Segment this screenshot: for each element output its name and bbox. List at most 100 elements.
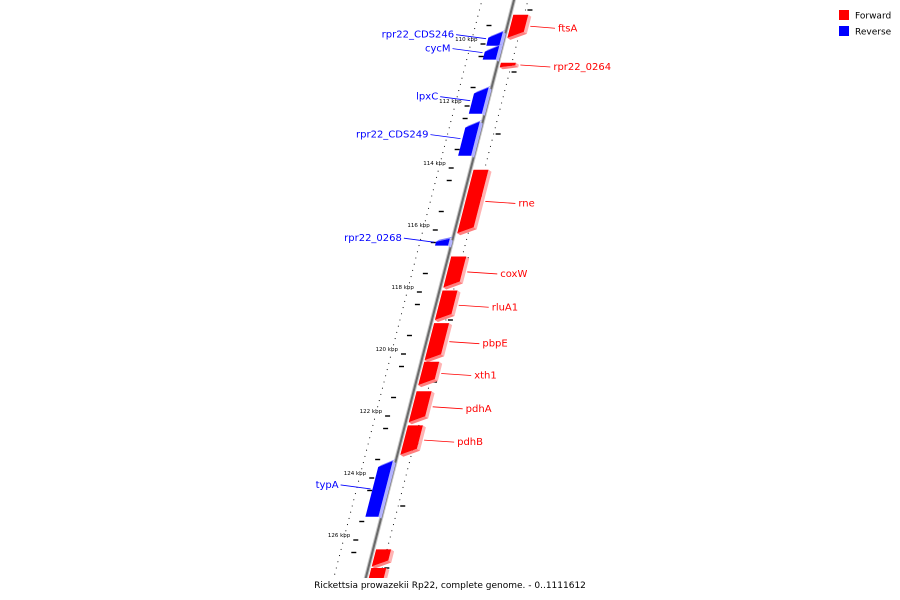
scale-dot bbox=[415, 257, 417, 259]
scale-dot-tracks bbox=[328, 3, 528, 599]
gene-label: xth1 bbox=[474, 370, 497, 381]
scale-dot bbox=[408, 462, 410, 464]
scale-dot bbox=[400, 493, 402, 495]
scale-dot bbox=[385, 375, 387, 377]
scale-dot bbox=[404, 480, 406, 482]
scale-dot bbox=[342, 542, 344, 544]
gene-leader-line bbox=[520, 64, 551, 68]
feature-body bbox=[458, 121, 480, 156]
scale-dot bbox=[407, 468, 409, 470]
scale-dot bbox=[489, 145, 492, 147]
feature-edge bbox=[418, 379, 438, 388]
scale-dot bbox=[466, 238, 468, 240]
scale-dot bbox=[421, 232, 423, 234]
gene-label: ftsA bbox=[558, 23, 577, 34]
feature-edge bbox=[424, 354, 445, 363]
scale-dot bbox=[391, 350, 393, 352]
feature-edge bbox=[465, 119, 483, 128]
gene-feature bbox=[408, 391, 435, 425]
gene-label: rne bbox=[518, 198, 534, 209]
scale-dot bbox=[328, 598, 329, 599]
scale-dot bbox=[437, 170, 439, 172]
scale-dot bbox=[377, 406, 379, 408]
feature-side bbox=[378, 461, 396, 519]
scale-dot bbox=[439, 164, 441, 166]
feature-side bbox=[434, 361, 443, 382]
scale-dot bbox=[475, 21, 477, 23]
scale-dot bbox=[402, 486, 404, 488]
feature-edge bbox=[499, 65, 519, 70]
gene-feature bbox=[400, 425, 426, 457]
gene-leader-line bbox=[430, 134, 461, 140]
scale-dot bbox=[375, 412, 377, 414]
scale-dot bbox=[343, 536, 345, 538]
scale-dot bbox=[399, 319, 401, 321]
feature-edge bbox=[371, 560, 392, 569]
gene-feature bbox=[482, 43, 503, 62]
scale-dot bbox=[424, 220, 426, 222]
scale-dot bbox=[429, 201, 431, 203]
scale-dot bbox=[494, 127, 496, 129]
scale-dot bbox=[423, 226, 425, 228]
scale-dot bbox=[445, 319, 447, 321]
gene-label: rpr22_0264 bbox=[553, 62, 611, 73]
feature-body bbox=[468, 87, 489, 114]
legend: Forward Reverse bbox=[839, 10, 892, 38]
gene-label: coxW bbox=[500, 269, 527, 280]
gene-feature bbox=[486, 29, 506, 48]
gene-leader-line bbox=[456, 34, 487, 40]
scale-dot bbox=[345, 530, 347, 532]
gene-labels: ftsA rpr22_CDS246 cycM rpr22_0264 lpxC rpr22_… bbox=[316, 23, 612, 491]
gene-features bbox=[365, 14, 532, 578]
scale-dot bbox=[370, 431, 372, 433]
scale-dot bbox=[501, 102, 503, 104]
legend-reverse-swatch bbox=[839, 26, 849, 36]
scale-dot bbox=[397, 505, 399, 507]
scale-tick-label: 126 kbp bbox=[328, 533, 351, 539]
gene-feature bbox=[434, 290, 461, 322]
feature-side bbox=[473, 169, 492, 230]
scale-dot bbox=[462, 251, 464, 253]
gene-label: typA bbox=[316, 480, 339, 491]
scale-dot bbox=[392, 524, 395, 526]
scale-dot bbox=[405, 474, 407, 476]
feature-side bbox=[451, 290, 461, 316]
scale-dot bbox=[485, 164, 487, 166]
feature-edge bbox=[443, 281, 463, 290]
feature-body bbox=[368, 568, 387, 578]
scale-dot bbox=[426, 214, 428, 216]
scale-dot bbox=[396, 511, 398, 513]
feature-side bbox=[495, 45, 503, 62]
scale-dot bbox=[456, 96, 458, 98]
gene-feature bbox=[468, 85, 492, 116]
feature-side bbox=[471, 121, 483, 158]
gene-feature bbox=[458, 119, 483, 158]
scale-dot bbox=[338, 555, 341, 557]
scale-dot bbox=[459, 83, 461, 85]
gene-label: pdhA bbox=[466, 404, 492, 415]
scale-tick-label: 116 kbp bbox=[407, 223, 430, 229]
scale-dot bbox=[348, 517, 350, 519]
scale-dot bbox=[450, 121, 452, 123]
feature-edge bbox=[457, 227, 477, 236]
scale-ticks: 110 kbp 112 kbp 114 kbp 116 kbp 118 kbp 120 k… bbox=[328, 9, 533, 569]
gene-leader-line bbox=[530, 25, 556, 29]
scale-dot bbox=[372, 424, 374, 426]
gene-label: rluA1 bbox=[492, 302, 518, 313]
scale-dot bbox=[393, 344, 395, 346]
scale-tick-label: 112 kbp bbox=[439, 99, 462, 105]
gene-label: rpr22_CDS246 bbox=[382, 30, 454, 41]
scale-dot bbox=[480, 3, 482, 5]
gene-feature bbox=[368, 568, 390, 578]
scale-dot bbox=[388, 542, 390, 544]
legend-forward-swatch bbox=[839, 10, 849, 20]
scale-dot bbox=[361, 468, 363, 470]
feature-edge bbox=[484, 43, 503, 52]
scale-dot bbox=[474, 28, 476, 30]
scale-dot bbox=[478, 9, 481, 11]
scale-dot bbox=[396, 331, 398, 333]
feature-body bbox=[435, 238, 450, 246]
gene-leader-line bbox=[441, 373, 472, 376]
gene-label: cycM bbox=[425, 44, 451, 55]
scale-dot bbox=[359, 474, 361, 476]
